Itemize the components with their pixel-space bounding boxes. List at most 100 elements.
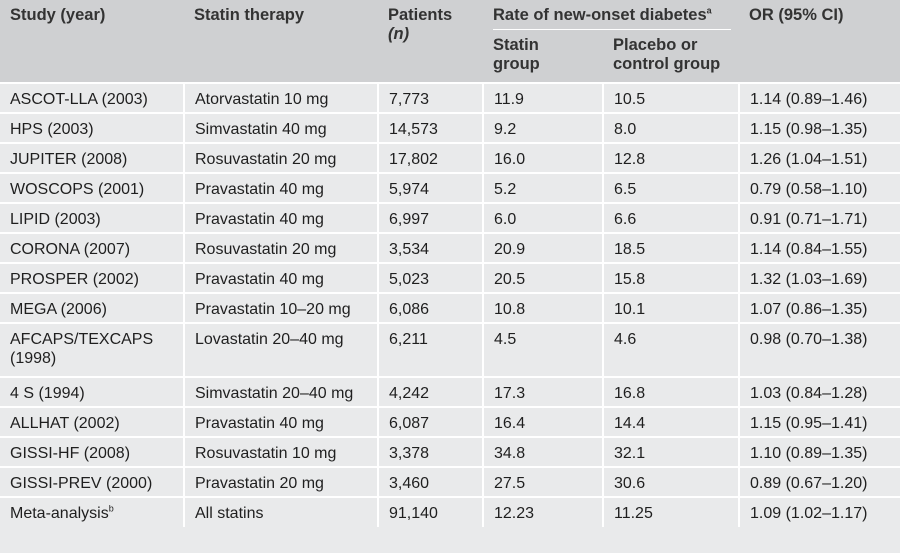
header-or: OR (95% CI) [739, 0, 900, 83]
cell-study: AFCAPS/TEXCAPS (1998) [0, 322, 184, 377]
cell-study: CORONA (2007) [0, 232, 184, 263]
cell-patients-text: 5,974 [389, 181, 430, 198]
cell-placebo-rate-text: 10.1 [614, 301, 646, 318]
cell-statin-rate-text: 16.4 [494, 415, 526, 432]
cell-statin-rate-text: 5.2 [494, 181, 517, 198]
cell-statin-rate-text: 34.8 [494, 445, 526, 462]
cell-patients-text: 3,378 [389, 445, 430, 462]
cell-patients-text: 17,802 [389, 151, 438, 168]
table-row: WOSCOPS (2001) Pravastatin 40 mg 5,974 5.2 6… [0, 172, 900, 203]
cell-therapy-text: Lovastatin 20–40 mg [195, 331, 344, 348]
cell-study: LIPID (2003) [0, 202, 184, 233]
cell-patients: 91,140 [377, 496, 483, 527]
cell-therapy-text: Simvastatin 20–40 mg [195, 385, 354, 402]
table-row: GISSI-PREV (2000) Pravastatin 20 mg 3,460 2… [0, 466, 900, 497]
cell-statin-rate: 16.4 [482, 406, 603, 437]
cell-placebo-rate-text: 14.4 [614, 415, 646, 432]
cell-study-text: ALLHAT (2002) [10, 415, 120, 432]
table-row: LIPID (2003) Pravastatin 40 mg 6,997 6.0 6.6… [0, 202, 900, 233]
cell-study-text: LIPID (2003) [10, 211, 101, 228]
table-row: GISSI-HF (2008) Rosuvastatin 10 mg 3,378 34… [0, 436, 900, 467]
cell-patients: 3,460 [377, 466, 483, 497]
cell-study: ALLHAT (2002) [0, 406, 184, 437]
cell-placebo-rate: 32.1 [601, 436, 740, 467]
cell-statin-rate: 6.0 [482, 202, 603, 233]
cell-odds-ratio: 1.09 (1.02–1.17) [738, 496, 900, 527]
cell-odds-ratio-text: 0.89 (0.67–1.20) [750, 475, 868, 492]
cell-statin-rate-text: 11.9 [494, 91, 524, 108]
cell-odds-ratio-text: 1.10 (0.89–1.35) [750, 445, 868, 462]
cell-placebo-rate-text: 12.8 [614, 151, 646, 168]
footnote-marker: b [108, 503, 114, 514]
header-rate-label: Rate of new-onset diabetes [493, 6, 707, 24]
cell-study: GISSI-HF (2008) [0, 436, 184, 467]
cell-patients-text: 3,460 [389, 475, 430, 492]
cell-odds-ratio-text: 1.14 (0.84–1.55) [750, 241, 868, 258]
cell-patients-text: 6,087 [389, 415, 430, 432]
cell-patients: 6,086 [377, 292, 483, 323]
cell-study-text: GISSI-HF (2008) [10, 445, 131, 462]
cell-odds-ratio-text: 1.09 (1.02–1.17) [750, 505, 868, 522]
cell-therapy-text: Pravastatin 20 mg [195, 475, 324, 492]
cell-placebo-rate: 15.8 [601, 262, 740, 293]
table-row: CORONA (2007) Rosuvastatin 20 mg 3,534 20.9… [0, 232, 900, 263]
cell-therapy-text: Rosuvastatin 20 mg [195, 151, 337, 168]
cell-patients: 4,242 [377, 376, 483, 407]
cell-patients-text: 4,242 [389, 385, 430, 402]
cell-patients: 3,534 [377, 232, 483, 263]
cell-therapy-text: Pravastatin 40 mg [195, 415, 324, 432]
cell-statin-rate-text: 20.9 [494, 241, 526, 258]
table-row: MEGA (2006) Pravastatin 10–20 mg 6,086 10.8… [0, 292, 900, 323]
cell-statin-rate: 20.5 [482, 262, 603, 293]
cell-odds-ratio: 1.15 (0.98–1.35) [738, 112, 900, 143]
cell-statin-rate: 34.8 [482, 436, 603, 467]
cell-study-text: HPS (2003) [10, 121, 94, 138]
header-patients: Patients (n) [378, 0, 483, 83]
header-rate-group: Rate of new-onset diabetesa [483, 0, 740, 30]
cell-patients-text: 7,773 [389, 91, 430, 108]
header-patients-n: (n) [388, 25, 410, 43]
cell-placebo-rate: 18.5 [601, 232, 740, 263]
cell-patients: 6,087 [377, 406, 483, 437]
cell-patients-text: 6,211 [389, 331, 428, 348]
cell-therapy: Pravastatin 40 mg [183, 172, 378, 203]
cell-odds-ratio: 0.89 (0.67–1.20) [738, 466, 900, 497]
statin-diabetes-table: Study (year) Statin therapy Patients (n)… [0, 0, 900, 527]
cell-patients: 5,974 [377, 172, 483, 203]
cell-statin-rate: 4.5 [482, 322, 603, 377]
cell-therapy: Rosuvastatin 20 mg [183, 232, 378, 263]
cell-patients-text: 14,573 [389, 121, 438, 138]
cell-odds-ratio: 1.07 (0.86–1.35) [738, 292, 900, 323]
cell-patients: 3,378 [377, 436, 483, 467]
cell-therapy-text: All statins [195, 505, 264, 522]
cell-statin-rate: 17.3 [482, 376, 603, 407]
cell-study-text: GISSI-PREV (2000) [10, 475, 153, 492]
cell-statin-rate-text: 12.23 [494, 505, 535, 522]
cell-odds-ratio: 1.14 (0.84–1.55) [738, 232, 900, 263]
table-row: ALLHAT (2002) Pravastatin 40 mg 6,087 16.4 1… [0, 406, 900, 437]
cell-therapy: Atorvastatin 10 mg [183, 82, 378, 113]
cell-therapy: Pravastatin 40 mg [183, 262, 378, 293]
cell-statin-rate: 9.2 [482, 112, 603, 143]
table-body: ASCOT-LLA (2003) Atorvastatin 10 mg 7,773 1… [0, 82, 900, 527]
cell-therapy-text: Pravastatin 10–20 mg [195, 301, 351, 318]
cell-placebo-rate-text: 11.25 [614, 505, 653, 522]
cell-patients: 6,211 [377, 322, 483, 377]
cell-therapy: Simvastatin 40 mg [183, 112, 378, 143]
cell-therapy: Rosuvastatin 20 mg [183, 142, 378, 173]
cell-statin-rate: 11.9 [482, 82, 603, 113]
cell-therapy-text: Rosuvastatin 10 mg [195, 445, 337, 462]
cell-placebo-rate: 11.25 [601, 496, 740, 527]
cell-study-text: Meta-analysis [10, 505, 109, 522]
cell-therapy: Rosuvastatin 10 mg [183, 436, 378, 467]
table-row: 4 S (1994) Simvastatin 20–40 mg 4,242 17.3 1… [0, 376, 900, 407]
cell-therapy-text: Atorvastatin 10 mg [195, 91, 329, 108]
cell-therapy-text: Pravastatin 40 mg [195, 271, 324, 288]
cell-odds-ratio-text: 1.15 (0.95–1.41) [750, 415, 868, 432]
cell-odds-ratio: 1.15 (0.95–1.41) [738, 406, 900, 437]
cell-placebo-rate-text: 6.6 [614, 211, 637, 228]
cell-therapy: Pravastatin 40 mg [183, 406, 378, 437]
cell-placebo-rate-text: 8.0 [614, 121, 637, 138]
cell-statin-rate-text: 16.0 [494, 151, 526, 168]
cell-placebo-rate-text: 18.5 [614, 241, 646, 258]
